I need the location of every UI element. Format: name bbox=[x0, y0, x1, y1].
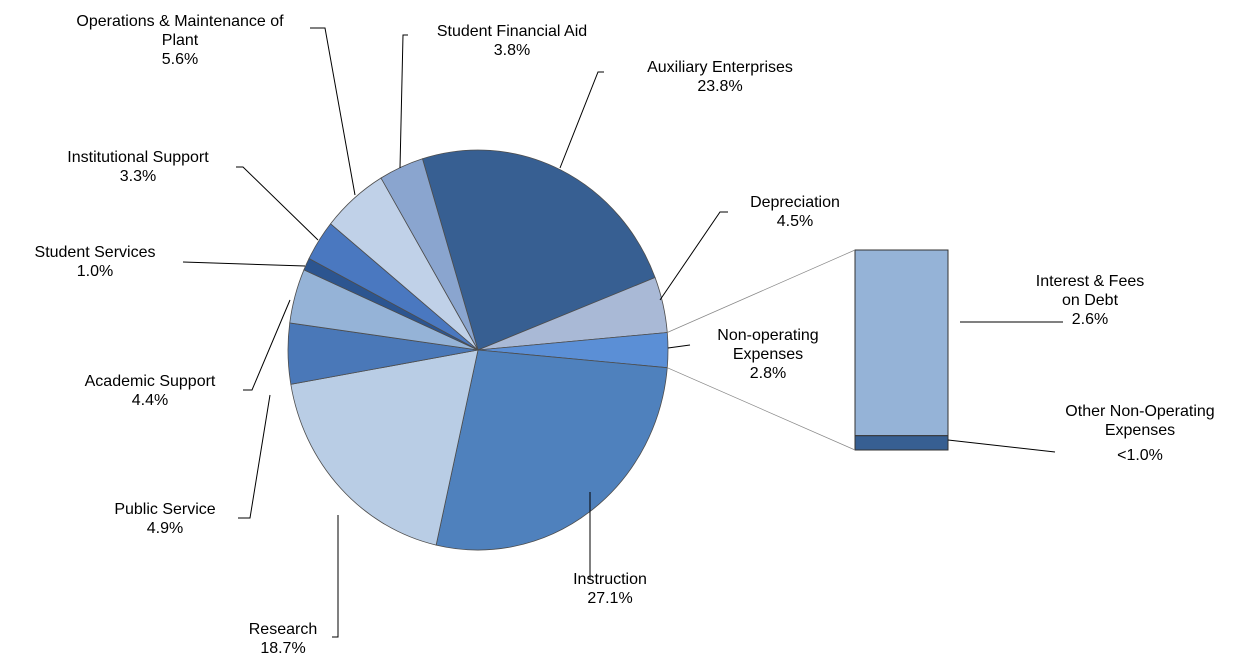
slice-label: Research bbox=[248, 621, 318, 638]
leader-line bbox=[238, 394, 271, 519]
pie-slice bbox=[380, 158, 479, 351]
slice-label: Institutional Support bbox=[67, 149, 209, 166]
leader-line bbox=[236, 166, 319, 241]
leader-line bbox=[182, 261, 306, 267]
slice-label: Academic Support bbox=[84, 373, 216, 390]
slice-label: Public Service bbox=[114, 501, 216, 518]
bar-value: <1.0% bbox=[1117, 447, 1163, 464]
bar-label: Other Non-Operating Expenses bbox=[1065, 403, 1215, 439]
leader-line bbox=[559, 71, 604, 169]
slice-value: 3.8% bbox=[493, 42, 531, 59]
slice-value: 4.4% bbox=[131, 392, 169, 409]
slice-value: 18.7% bbox=[260, 640, 306, 657]
leader-line bbox=[659, 211, 728, 301]
pie-slice bbox=[290, 349, 479, 546]
slice-value: 5.6% bbox=[161, 51, 199, 68]
bar-value: 2.6% bbox=[1071, 311, 1109, 328]
leader-line bbox=[399, 34, 408, 169]
slice-label: Auxiliary Enterprises bbox=[647, 59, 793, 76]
connector bbox=[667, 249, 856, 333]
leader-line bbox=[310, 27, 356, 196]
bar-segment bbox=[854, 249, 949, 437]
leader-line bbox=[332, 515, 339, 638]
slice-value: 23.8% bbox=[697, 78, 743, 95]
slice-value: 27.1% bbox=[587, 590, 633, 607]
leader-line bbox=[667, 344, 691, 349]
connector bbox=[667, 367, 856, 451]
slice-label: Depreciation bbox=[750, 194, 840, 211]
slice-label: Operations & Maintenance of Plant bbox=[76, 13, 284, 49]
slice-value: 2.8% bbox=[749, 365, 787, 382]
slice-value: 4.5% bbox=[776, 213, 814, 230]
bar-label: Interest & Fees on Debt bbox=[1035, 273, 1145, 309]
leader-line bbox=[243, 299, 291, 391]
slice-label: Instruction bbox=[573, 571, 647, 588]
slice-label: Student Services bbox=[34, 244, 156, 261]
pie-slice bbox=[421, 149, 656, 351]
bar-segment bbox=[854, 435, 949, 451]
slice-label: Non-operating Expenses bbox=[717, 327, 819, 363]
leader-line bbox=[947, 439, 1056, 453]
slice-label: Student Financial Aid bbox=[436, 23, 588, 40]
slice-value: 3.3% bbox=[119, 168, 157, 185]
slice-value: 1.0% bbox=[76, 263, 114, 280]
slice-value: 4.9% bbox=[146, 520, 184, 537]
